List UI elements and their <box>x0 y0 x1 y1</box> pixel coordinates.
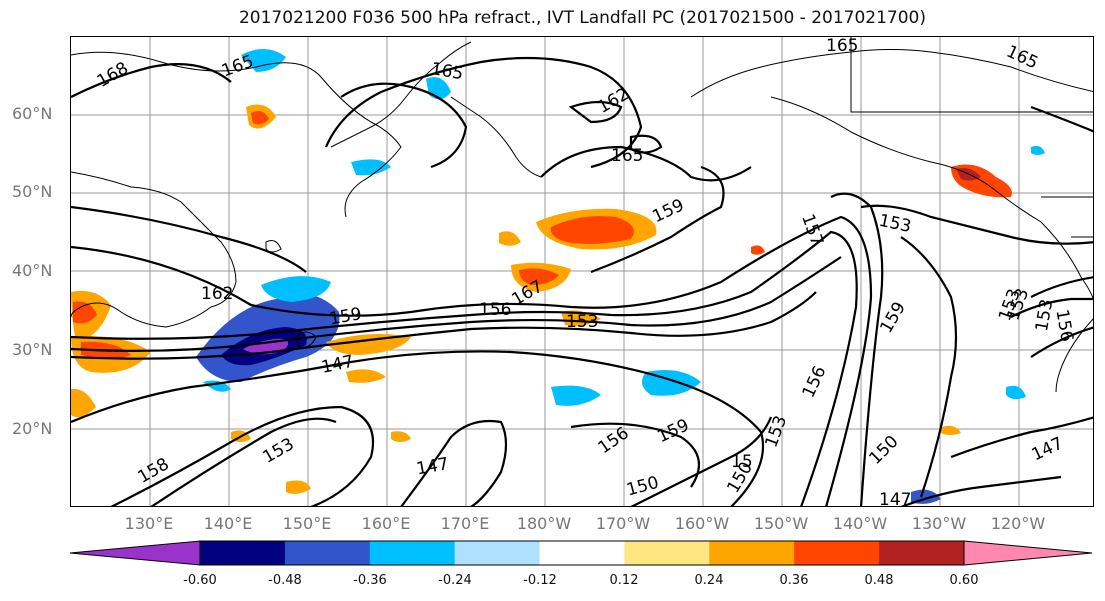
contour-label: 165 <box>611 146 643 166</box>
contour-label: 150 <box>624 473 661 501</box>
contour-label: 165 <box>826 37 858 56</box>
contour-label: 156 <box>479 300 511 320</box>
contour-label: 150 <box>865 432 902 469</box>
lat-label-20n: 20°N <box>12 419 53 438</box>
lon-label: 150°E <box>282 514 332 533</box>
colorbar-tick: 0.36 <box>779 573 809 588</box>
contour-label: 165 <box>219 52 256 82</box>
colorbar-segments <box>70 541 1092 565</box>
colorbar-segment <box>624 541 710 565</box>
colorbar-segment <box>454 541 541 565</box>
colorbar-tick: 0.48 <box>864 573 894 588</box>
lon-label: 150°W <box>753 514 809 533</box>
graticule <box>71 37 1093 506</box>
contour-label: 153 <box>260 434 298 468</box>
colorbar-tick: -0.60 <box>183 573 217 588</box>
contour-label: 153 <box>566 312 598 332</box>
chart-title: 2017021200 F036 500 hPa refract., IVT La… <box>238 8 926 28</box>
colorbar-segment <box>539 541 625 565</box>
contour-label: 159 <box>649 195 687 227</box>
colorbar-segment <box>794 541 880 565</box>
contour-label: 158 <box>135 454 173 488</box>
contour-label: 162 <box>595 84 633 118</box>
colorbar-tick: 0.60 <box>949 573 979 588</box>
contour-label: 168 <box>94 58 132 92</box>
height-contours <box>71 56 1093 506</box>
map-panel: 168 165 165 165 162 165 165 159 153 157 … <box>70 36 1094 507</box>
colorbar-segment <box>709 541 795 565</box>
colorbar-segment <box>284 541 371 565</box>
lat-label-60n: 60°N <box>12 104 53 123</box>
lat-label-50n: 50°N <box>12 182 53 201</box>
contour-label: 159 <box>328 304 363 329</box>
contour-label: 147 <box>879 490 911 507</box>
colorbar-segment <box>879 541 965 565</box>
colorbar <box>70 540 1093 566</box>
lon-label: 160°E <box>361 514 411 533</box>
contour-label: 153 <box>877 211 913 237</box>
lon-label: 140°E <box>203 514 253 533</box>
colorbar-segment <box>200 541 286 565</box>
colorbar-tick: -0.12 <box>523 573 557 588</box>
lat-label-30n: 30°N <box>12 340 53 359</box>
contour-label: 15 <box>731 452 753 472</box>
contour-label: 156 <box>1051 308 1076 343</box>
lon-label: 170°E <box>440 514 490 533</box>
colorbar-segment <box>369 541 456 565</box>
lon-label: 170°W <box>595 514 651 533</box>
lon-label: 180°W <box>516 514 572 533</box>
lon-label: 140°W <box>832 514 888 533</box>
colorbar-tick: -0.24 <box>438 573 472 588</box>
lon-label: 160°W <box>674 514 730 533</box>
refractivity-shading <box>71 48 1045 504</box>
contour-label: 165 <box>1003 42 1041 74</box>
colorbar-tick: 0.24 <box>694 573 724 588</box>
lon-label: 120°W <box>990 514 1046 533</box>
colorbar-tick: -0.48 <box>268 573 302 588</box>
contour-label: 147 <box>1029 433 1067 465</box>
lat-label-40n: 40°N <box>12 261 53 280</box>
contour-label: 156 <box>799 363 831 401</box>
colorbar-frame <box>199 540 965 566</box>
colorbar-extend-max <box>964 541 1092 565</box>
contour-label: 157 <box>797 211 827 248</box>
contour-label: 147 <box>415 454 450 479</box>
colorbar-extend-min <box>70 541 200 565</box>
colorbar-tick: 0.12 <box>609 573 639 588</box>
map-canvas: 168 165 165 165 162 165 165 159 153 157 … <box>71 37 1093 507</box>
lon-label: 130°W <box>911 514 967 533</box>
contour-label: 159 <box>876 299 910 337</box>
lon-label: 130°E <box>124 514 174 533</box>
contour-label: 153 <box>761 413 791 450</box>
colorbar-tick: -0.36 <box>353 573 387 588</box>
contour-label: 162 <box>201 284 233 304</box>
